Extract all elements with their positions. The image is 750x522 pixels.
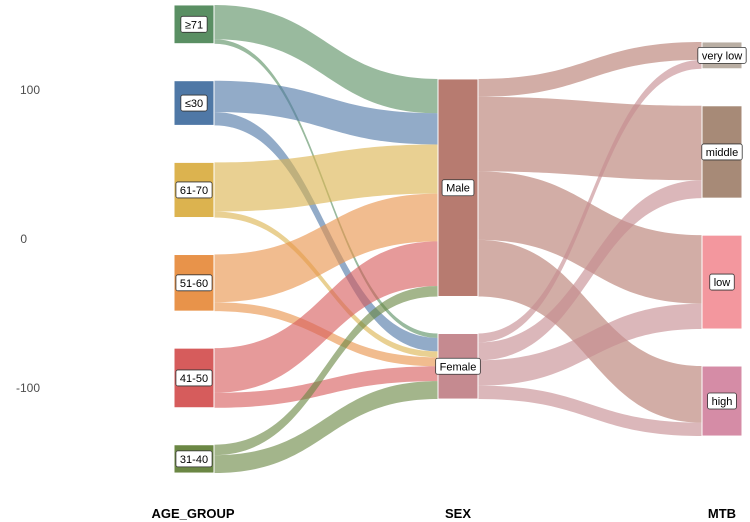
flow-g31-female <box>214 381 438 474</box>
flow-male-high <box>478 239 702 423</box>
node-label-g71: ≥71 <box>180 15 208 33</box>
node-label-verylow: very low <box>697 46 747 64</box>
node-label-middle: middle <box>701 143 743 161</box>
flow-male-low <box>478 171 702 304</box>
flow-g30-male <box>214 80 438 145</box>
node-labels: ≥71 ≤30 61-70 51-60 41-50 31-40 Male Female very… <box>175 15 747 468</box>
node-label-g31: 31-40 <box>175 450 213 468</box>
node-label-text: ≤30 <box>185 98 203 110</box>
y-tick-label: 100 <box>20 83 40 97</box>
flows <box>214 4 702 474</box>
flow-female-low <box>478 303 702 386</box>
node-label-box <box>441 179 475 197</box>
node-label-box <box>707 392 737 410</box>
node-label-g51: 51-60 <box>175 274 213 292</box>
node-label-box <box>175 450 213 468</box>
node-label-text: low <box>714 277 731 289</box>
axis-title-age-group: AGE_GROUP <box>151 506 234 521</box>
axis-title-mtb: MTB <box>708 506 736 521</box>
axis-titles: AGE_GROUP SEX MTB <box>151 506 736 521</box>
flow-female-middle <box>478 180 702 361</box>
node-label-box <box>175 369 213 387</box>
flow-female-verylow <box>478 59 702 343</box>
node-label-text: 41-50 <box>180 373 208 385</box>
node-label-high: high <box>707 392 737 410</box>
flow-g41-male <box>214 241 438 393</box>
node-label-text: 61-70 <box>180 185 208 197</box>
node-label-text: high <box>712 396 733 408</box>
node-label-g30: ≤30 <box>180 94 208 112</box>
flow-g51-male <box>214 193 438 303</box>
node-label-box <box>697 46 747 64</box>
y-tick-label: -100 <box>16 381 40 395</box>
y-tick-label: 0 <box>20 232 27 246</box>
axis-title-sex: SEX <box>445 506 471 521</box>
flow-male-verylow <box>478 41 702 97</box>
flow-male-middle <box>478 96 702 181</box>
node-label-box <box>709 273 735 291</box>
flow-g31-male <box>214 286 438 456</box>
node-label-text: Female <box>440 361 477 373</box>
node-label-box <box>175 181 213 199</box>
flow-g41-female <box>214 366 438 408</box>
node-label-male: Male <box>441 179 475 197</box>
node-label-g41: 41-50 <box>175 369 213 387</box>
node-label-text: 31-40 <box>180 454 208 466</box>
node-label-female: Female <box>435 357 481 375</box>
flow-g61-male <box>214 144 438 212</box>
flow-g71-male <box>214 4 438 114</box>
node-label-box <box>435 357 481 375</box>
y-axis: 100 0 -100 <box>16 83 40 395</box>
node-label-box <box>175 274 213 292</box>
node-label-g61: 61-70 <box>175 181 213 199</box>
node-label-text: Male <box>446 183 470 195</box>
node-label-box <box>180 15 208 33</box>
flow-g61-female <box>214 211 438 358</box>
node-label-text: middle <box>706 147 738 159</box>
node-label-text: very low <box>702 50 742 62</box>
node-label-text: ≥71 <box>185 19 203 31</box>
node-label-low: low <box>709 273 735 291</box>
node-label-box <box>701 143 743 161</box>
node-label-box <box>180 94 208 112</box>
flow-female-high <box>478 385 702 437</box>
node-label-text: 51-60 <box>180 278 208 290</box>
